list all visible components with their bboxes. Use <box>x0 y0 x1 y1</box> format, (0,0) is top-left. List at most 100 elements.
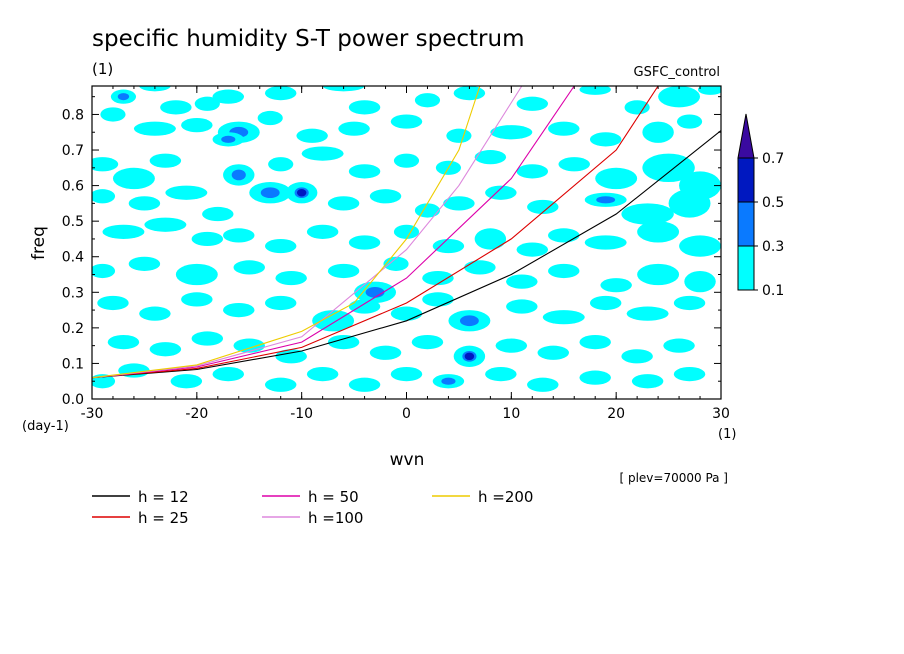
contour-region <box>584 235 627 250</box>
contour-region <box>642 121 674 143</box>
contour-region <box>223 302 255 318</box>
colorbar-label: 0.3 <box>762 239 784 255</box>
contour-region <box>264 238 297 254</box>
contour-region <box>621 349 653 364</box>
contour-region <box>128 196 161 211</box>
contour-region <box>191 331 224 346</box>
colorbar: 0.1 0.3 0.5 0.7 <box>737 113 784 299</box>
contour-region <box>139 306 171 321</box>
contour-region <box>112 167 155 190</box>
contour-region <box>537 345 569 360</box>
contour-region <box>558 157 590 172</box>
contour-region <box>579 86 611 95</box>
contour-region <box>191 231 224 247</box>
x-tick-label: -20 <box>185 406 208 422</box>
contour-region <box>642 153 695 183</box>
contour-region <box>595 167 638 190</box>
contour-region <box>301 146 344 161</box>
contour-region <box>175 263 218 286</box>
contour-region <box>202 206 234 222</box>
contour-region <box>548 121 580 136</box>
x-tick-label: 0 <box>402 406 411 422</box>
contour-region <box>296 188 307 197</box>
contour-region <box>422 270 454 286</box>
contour-region <box>369 345 402 360</box>
contour-region <box>516 164 549 179</box>
contour-region <box>474 228 507 250</box>
legend-label: h =200 <box>478 488 533 506</box>
contour-region <box>390 306 423 321</box>
contour-region <box>181 118 213 133</box>
contour-region <box>133 121 176 136</box>
contour-region <box>697 86 721 95</box>
y-tick-label: 0.8 <box>62 107 84 123</box>
contour-region <box>621 203 674 225</box>
colorbar-label: 0.5 <box>762 195 784 211</box>
contour-region <box>92 189 116 204</box>
x-tick-label: 20 <box>607 406 625 422</box>
contour-region <box>160 100 192 115</box>
colorbar-segment <box>737 245 755 291</box>
contour-region <box>589 132 622 147</box>
x-unit-label: (1) <box>718 427 736 442</box>
contour-region <box>596 196 616 204</box>
contour-region <box>212 366 245 382</box>
contour-region <box>676 114 703 129</box>
contour-region <box>441 377 456 385</box>
contour-region <box>102 224 145 239</box>
contour-region <box>579 334 611 350</box>
contour-region <box>306 366 339 382</box>
contour-region <box>97 295 129 311</box>
contour-region <box>327 334 360 350</box>
contour-region <box>506 299 538 314</box>
y-tick-label: 0.1 <box>62 356 84 372</box>
contour-region <box>668 189 711 218</box>
contour-region <box>624 100 650 115</box>
contour-region <box>464 352 475 361</box>
contour-region <box>327 196 360 211</box>
x-axis-label: wvn <box>390 450 425 470</box>
contour-region <box>411 334 444 350</box>
contour-fill-layer <box>92 86 721 392</box>
colorbar-label: 0.1 <box>762 283 784 299</box>
contour-region <box>257 110 283 126</box>
contour-region <box>260 187 280 199</box>
contour-region <box>443 196 475 211</box>
contour-region <box>100 107 126 122</box>
contour-region <box>338 121 370 136</box>
contour-region <box>626 306 669 321</box>
legend-label: h = 50 <box>308 488 359 506</box>
contour-region <box>490 125 533 140</box>
dispersion-curve <box>92 86 523 379</box>
units-label: (1) <box>92 60 113 78</box>
contour-region <box>264 377 297 392</box>
contour-region <box>92 157 119 172</box>
contour-region <box>231 169 246 181</box>
contour-region <box>673 366 706 382</box>
contour-region <box>107 334 140 350</box>
y-tick-label: 0.0 <box>62 392 84 408</box>
dispersion-curve <box>92 86 481 379</box>
contour-region <box>181 292 213 307</box>
contour-region <box>414 203 441 218</box>
y-axis-label: freq <box>29 226 49 260</box>
contour-region <box>637 221 680 243</box>
contour-region <box>663 338 695 353</box>
contour-region <box>393 153 420 168</box>
y-unit-label: (day-1) <box>22 419 69 434</box>
dispersion-curve <box>92 86 575 379</box>
x-tick-label: -10 <box>290 406 313 422</box>
colorbar-label: 0.7 <box>762 151 784 167</box>
y-tick-label: 0.6 <box>62 179 84 195</box>
contour-region <box>348 299 381 314</box>
contour-region <box>516 96 549 111</box>
contour-region <box>485 366 517 382</box>
contour-region <box>312 310 355 332</box>
legend: h = 12 h = 25 h = 50 h =100 h =200 <box>92 488 533 527</box>
case-name: GSFC_control <box>634 65 720 80</box>
colorbar-segment <box>737 157 755 203</box>
contour-region <box>348 377 381 392</box>
level-label: [ plev=70000 Pa ] <box>619 471 728 485</box>
contour-region <box>422 292 454 307</box>
